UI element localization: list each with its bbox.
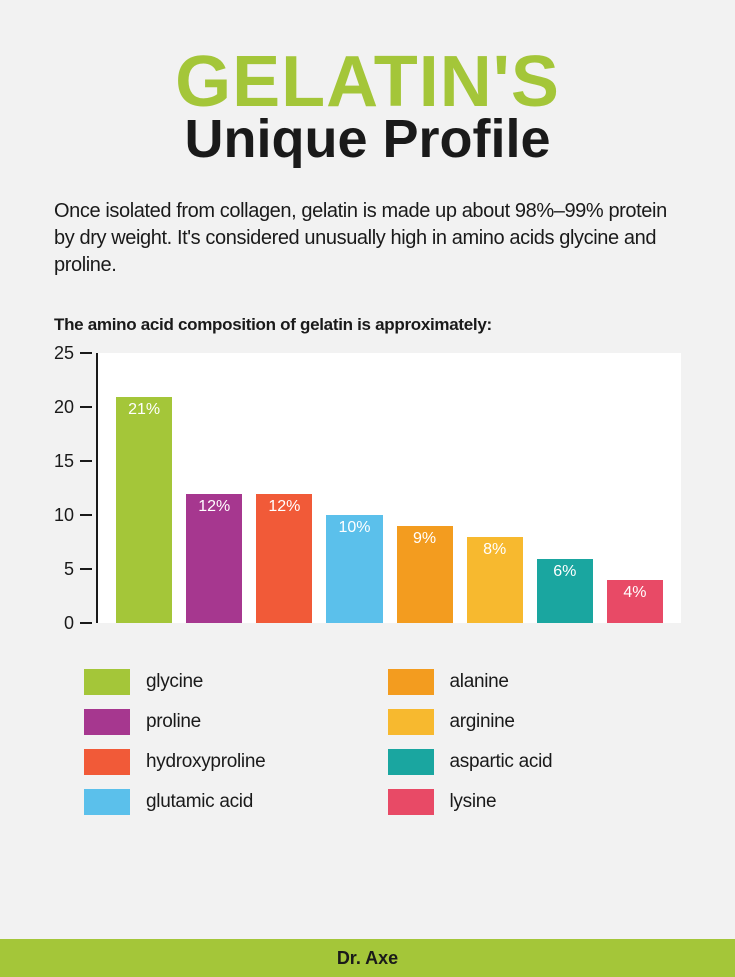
bar-glutamic-acid: 10% (326, 515, 382, 623)
bar-arginine: 8% (467, 537, 523, 623)
legend-item-proline: proline (84, 709, 348, 735)
legend-item-lysine: lysine (388, 789, 652, 815)
bar-value-label: 21% (128, 401, 160, 419)
bar-value-label: 12% (198, 498, 230, 516)
legend-item-hydroxyproline: hydroxyproline (84, 749, 348, 775)
bar-value-label: 12% (268, 498, 300, 516)
legend-swatch (388, 749, 434, 775)
legend-swatch (84, 669, 130, 695)
y-axis-line (96, 353, 98, 623)
legend-item-arginine: arginine (388, 709, 652, 735)
legend-item-glycine: glycine (84, 669, 348, 695)
bar-value-label: 9% (413, 530, 436, 548)
footer-bar: Dr. Axe (0, 939, 735, 977)
bar-chart: 2520151050 21% 12% 12% 10% 9% 8% 6% 4% (54, 353, 681, 623)
chart-title: The amino acid composition of gelatin is… (54, 315, 681, 335)
title-main: GELATIN'S (54, 48, 681, 116)
legend-swatch (84, 709, 130, 735)
intro-text: Once isolated from collagen, gelatin is … (54, 198, 681, 279)
bar-hydroxyproline: 12% (256, 494, 312, 624)
legend-swatch (84, 749, 130, 775)
bar-proline: 12% (186, 494, 242, 624)
legend-swatch (84, 789, 130, 815)
legend-item-alanine: alanine (388, 669, 652, 695)
legend-label: glutamic acid (146, 791, 253, 813)
legend-label: hydroxyproline (146, 751, 265, 773)
legend-label: arginine (450, 711, 515, 733)
bar-glycine: 21% (116, 397, 172, 624)
legend-swatch (388, 669, 434, 695)
legend-label: lysine (450, 791, 497, 813)
title-sub: Unique Profile (54, 112, 681, 166)
legend: glycine alanine proline arginine hydroxyprol… (54, 669, 681, 815)
y-axis: 2520151050 (54, 353, 86, 623)
chart-plot: 21% 12% 12% 10% 9% 8% 6% 4% (98, 353, 681, 623)
bar-lysine: 4% (607, 580, 663, 623)
bar-value-label: 6% (553, 563, 576, 581)
bar-value-label: 10% (338, 519, 370, 537)
legend-label: proline (146, 711, 201, 733)
bar-value-label: 4% (623, 584, 646, 602)
legend-item-aspartic-acid: aspartic acid (388, 749, 652, 775)
legend-item-glutamic-acid: glutamic acid (84, 789, 348, 815)
legend-swatch (388, 789, 434, 815)
bar-aspartic-acid: 6% (537, 559, 593, 624)
bar-value-label: 8% (483, 541, 506, 559)
bar-alanine: 9% (397, 526, 453, 623)
legend-label: alanine (450, 671, 509, 693)
legend-label: glycine (146, 671, 203, 693)
legend-label: aspartic acid (450, 751, 553, 773)
legend-swatch (388, 709, 434, 735)
